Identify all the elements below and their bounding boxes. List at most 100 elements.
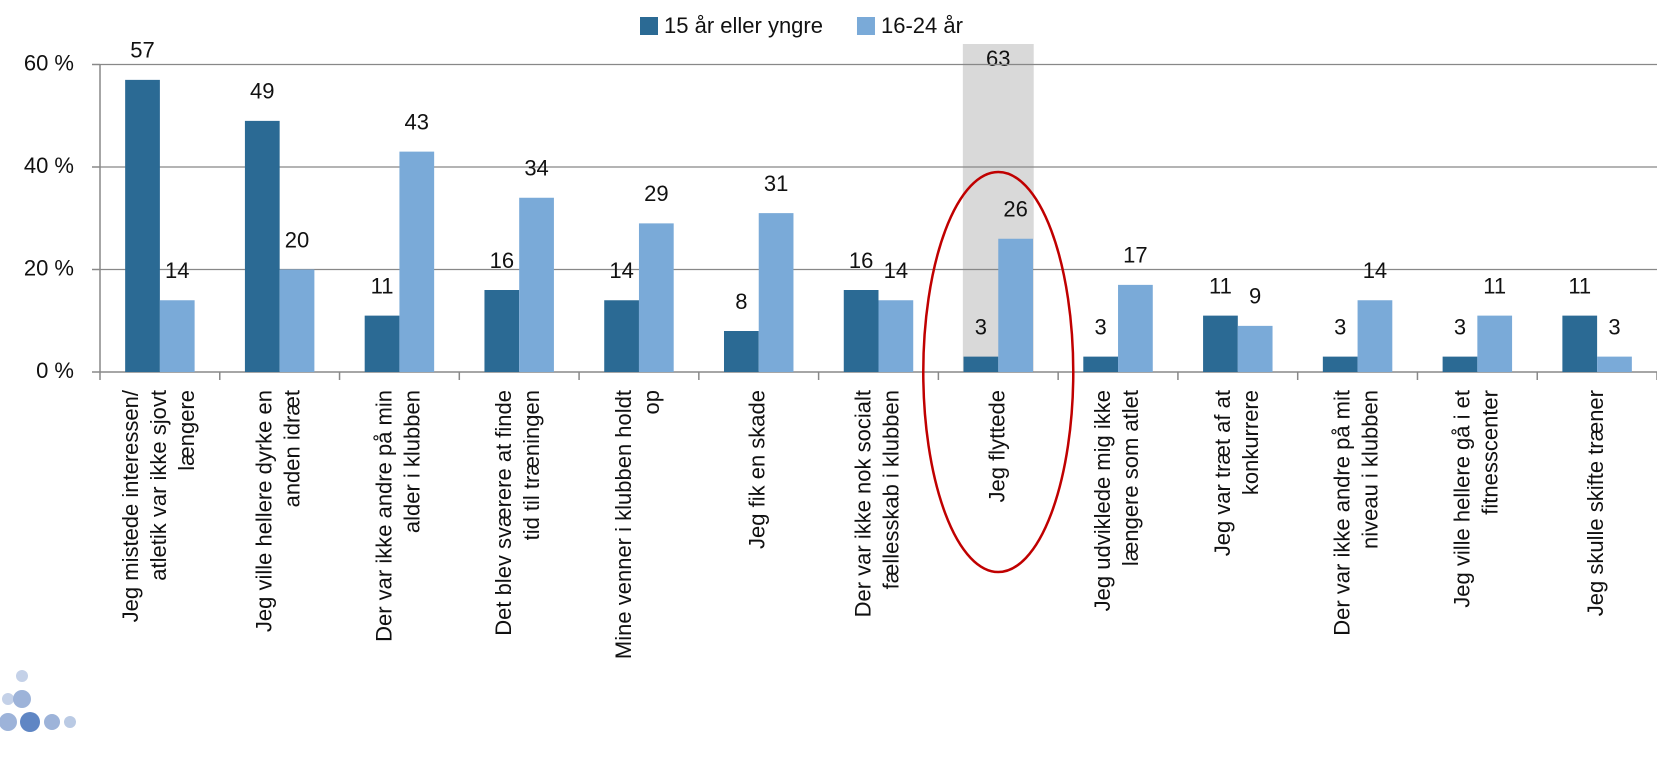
x-tick-label-line: anden idræt — [279, 390, 304, 507]
y-tick-label: 0 % — [36, 358, 74, 383]
data-label: 16 — [490, 248, 514, 273]
x-tick-label-line: op — [639, 390, 664, 414]
x-tick-label: Der var ikke nok socialt fællesskab i klu… — [850, 390, 903, 617]
bar — [1562, 315, 1598, 372]
data-label: 57 — [130, 38, 154, 63]
data-label: 11 — [371, 273, 394, 298]
data-label: 14 — [165, 258, 189, 283]
bar — [279, 269, 315, 372]
data-label: 20 — [285, 227, 309, 252]
data-label: 14 — [884, 258, 908, 283]
data-label: 34 — [524, 156, 548, 181]
bar — [399, 151, 435, 372]
data-label: 3 — [1334, 314, 1346, 339]
data-label: 49 — [250, 79, 274, 104]
x-tick-label-line: Jeg ville hellere dyrke en — [251, 390, 276, 632]
data-label: 11 — [1568, 273, 1591, 298]
x-tick-label-line: fællesskab i klubben — [878, 390, 903, 589]
x-tick-label: Jeg var træt af at konkurrere — [1210, 390, 1263, 556]
x-tick-label-line: Jeg mistede interessen/ — [118, 389, 143, 622]
bar — [604, 300, 639, 372]
x-tick-label: Der var ikke andre på mit niveau i klubbe… — [1329, 390, 1382, 636]
y-tick-label: 60 % — [24, 50, 74, 75]
highlight-ellipse — [922, 170, 1075, 574]
x-tick-label-line: atletik var ikke sjovt — [146, 390, 171, 581]
bar — [364, 315, 400, 372]
data-label: 11 — [1209, 273, 1232, 298]
data-label: 43 — [405, 109, 429, 134]
x-tick-label-line: Det blev sværere at finde — [491, 390, 516, 636]
x-tick-label: Jeg skulle skifte træner — [1583, 390, 1608, 616]
bar — [1322, 356, 1358, 372]
x-tick-label-line: Mine venner i klubben holdt — [611, 390, 636, 659]
x-tick-label: Jeg flyttede — [984, 390, 1009, 503]
bar — [723, 331, 759, 372]
data-label: 17 — [1123, 243, 1147, 268]
x-tick-label-line: niveau i klubben — [1357, 390, 1382, 549]
x-tick-label-line: tid til træningen — [519, 390, 544, 540]
y-tick-label: 40 % — [24, 153, 74, 178]
x-tick-label-line: Der var ikke andre på min — [371, 390, 396, 642]
x-tick-label-line: Jeg fik en skade — [745, 390, 770, 549]
x-tick-label: Jeg ville hellere dyrke en anden idræt — [251, 390, 304, 632]
data-label: 3 — [1608, 314, 1620, 339]
data-label: 31 — [764, 171, 788, 196]
x-tick-label-line: Jeg var træt af at — [1210, 390, 1235, 556]
highlight-label: 63 — [986, 46, 1010, 71]
bar — [758, 213, 794, 372]
bar — [1118, 284, 1153, 372]
data-label: 3 — [975, 314, 987, 339]
x-tick-label-line: Der var ikke nok socialt — [850, 390, 875, 617]
x-tick-label: Jeg mistede interessen/atletik var ikke … — [118, 389, 199, 622]
bar — [843, 290, 879, 372]
legend-label: 15 år eller yngre — [664, 13, 823, 38]
x-tick-label: Mine venner i klubben holdt op — [611, 390, 664, 659]
x-tick-label-line: fitnesscenter — [1477, 390, 1502, 515]
x-tick-label-line: Der var ikke andre på mit — [1329, 390, 1354, 636]
x-tick-label-line: længere — [174, 390, 199, 471]
x-tick-label-line: alder i klubben — [399, 390, 424, 533]
data-label: 8 — [735, 289, 747, 314]
x-tick-label-line: længere som atlet — [1118, 390, 1143, 566]
legend-label: 16-24 år — [881, 13, 963, 38]
x-tick-label: Det blev sværere at finde tid til træning… — [491, 390, 544, 636]
bar — [1477, 315, 1513, 372]
bar — [998, 238, 1034, 372]
y-tick-label: 20 % — [24, 255, 74, 280]
x-tick-label-line: Jeg udviklede mig ikke — [1090, 390, 1115, 611]
bar — [1203, 315, 1238, 372]
data-label: 11 — [1483, 273, 1506, 298]
data-label: 14 — [1363, 258, 1387, 283]
bar — [519, 197, 554, 372]
bar — [1083, 356, 1119, 372]
legend-swatch — [856, 17, 875, 35]
data-label: 3 — [1454, 314, 1466, 339]
x-tick-label: Jeg ville hellere gå i et fitnesscenter — [1449, 390, 1502, 608]
bar — [1597, 356, 1632, 372]
bar — [1357, 300, 1393, 372]
data-label: 16 — [849, 248, 873, 273]
bar — [244, 120, 280, 372]
x-tick-label: Jeg udviklede mig ikke længere som atlet — [1090, 390, 1143, 611]
bar — [159, 300, 195, 372]
data-label: 9 — [1249, 284, 1261, 309]
bar — [484, 290, 520, 372]
x-tick-label: Jeg fik en skade — [745, 390, 770, 549]
x-tick-label-line: Jeg flyttede — [984, 390, 1009, 503]
data-label: 3 — [1095, 314, 1107, 339]
bar — [878, 300, 914, 372]
x-tick-label-line: konkurrere — [1238, 390, 1263, 495]
x-tick-label-line: Jeg skulle skifte træner — [1583, 390, 1608, 616]
bar — [125, 79, 160, 372]
data-label: 26 — [1003, 197, 1027, 222]
data-label: 29 — [644, 181, 668, 206]
legend-swatch — [640, 17, 658, 35]
data-label: 14 — [609, 258, 633, 283]
x-tick-label: Der var ikke andre på min alder i klubben — [371, 390, 424, 642]
bar — [638, 223, 674, 372]
logo — [0, 670, 76, 732]
bar — [1442, 356, 1478, 372]
x-tick-label-line: Jeg ville hellere gå i et — [1449, 390, 1474, 608]
bar — [963, 356, 999, 372]
